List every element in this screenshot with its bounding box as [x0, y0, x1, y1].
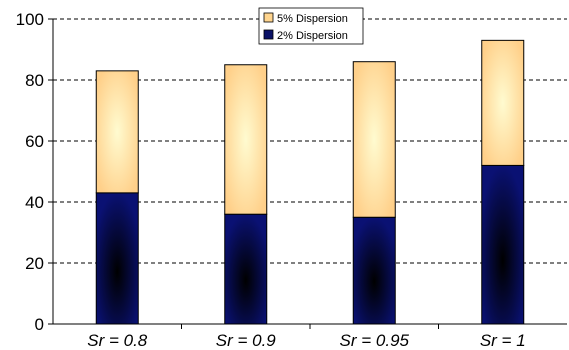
axis-labels: 0 20 40 60 80 100 Sr = 0.8 Sr = 0.9 Sr = 0.95 Sr …: [16, 10, 526, 350]
y-tick-label: 40: [25, 193, 44, 212]
legend-label-2pct: 2% Dispersion: [277, 30, 348, 42]
bar-segment-2pct: [481, 164, 525, 325]
x-category-label: Sr = 0.95: [340, 331, 410, 350]
bar-segment-2pct: [224, 213, 268, 325]
bar-segment-5pct: [95, 70, 139, 194]
x-category-label: Sr = 0.8: [87, 331, 148, 350]
legend-swatch-5pct: [263, 12, 274, 23]
legend-label-5pct: 5% Dispersion: [277, 13, 348, 25]
y-tick-label: 20: [25, 254, 44, 273]
x-category-label: Sr = 0.9: [216, 331, 277, 350]
y-tick-label: 60: [25, 132, 44, 151]
y-tick-label: 0: [35, 315, 44, 334]
legend: 5% Dispersion 2% Dispersion: [258, 7, 364, 45]
legend-box: [258, 7, 364, 45]
y-tick-label: 100: [16, 10, 44, 29]
axes: [48, 18, 567, 329]
bars: [95, 39, 525, 325]
bar-segment-5pct: [352, 61, 396, 218]
legend-swatch-2pct: [263, 29, 274, 40]
bar-segment-5pct: [224, 64, 268, 215]
bar-segment-5pct: [481, 39, 525, 166]
x-category-label: Sr = 1: [480, 331, 526, 350]
bar-segment-2pct: [352, 216, 396, 325]
bar-segment-2pct: [95, 192, 139, 325]
y-tick-label: 80: [25, 71, 44, 90]
